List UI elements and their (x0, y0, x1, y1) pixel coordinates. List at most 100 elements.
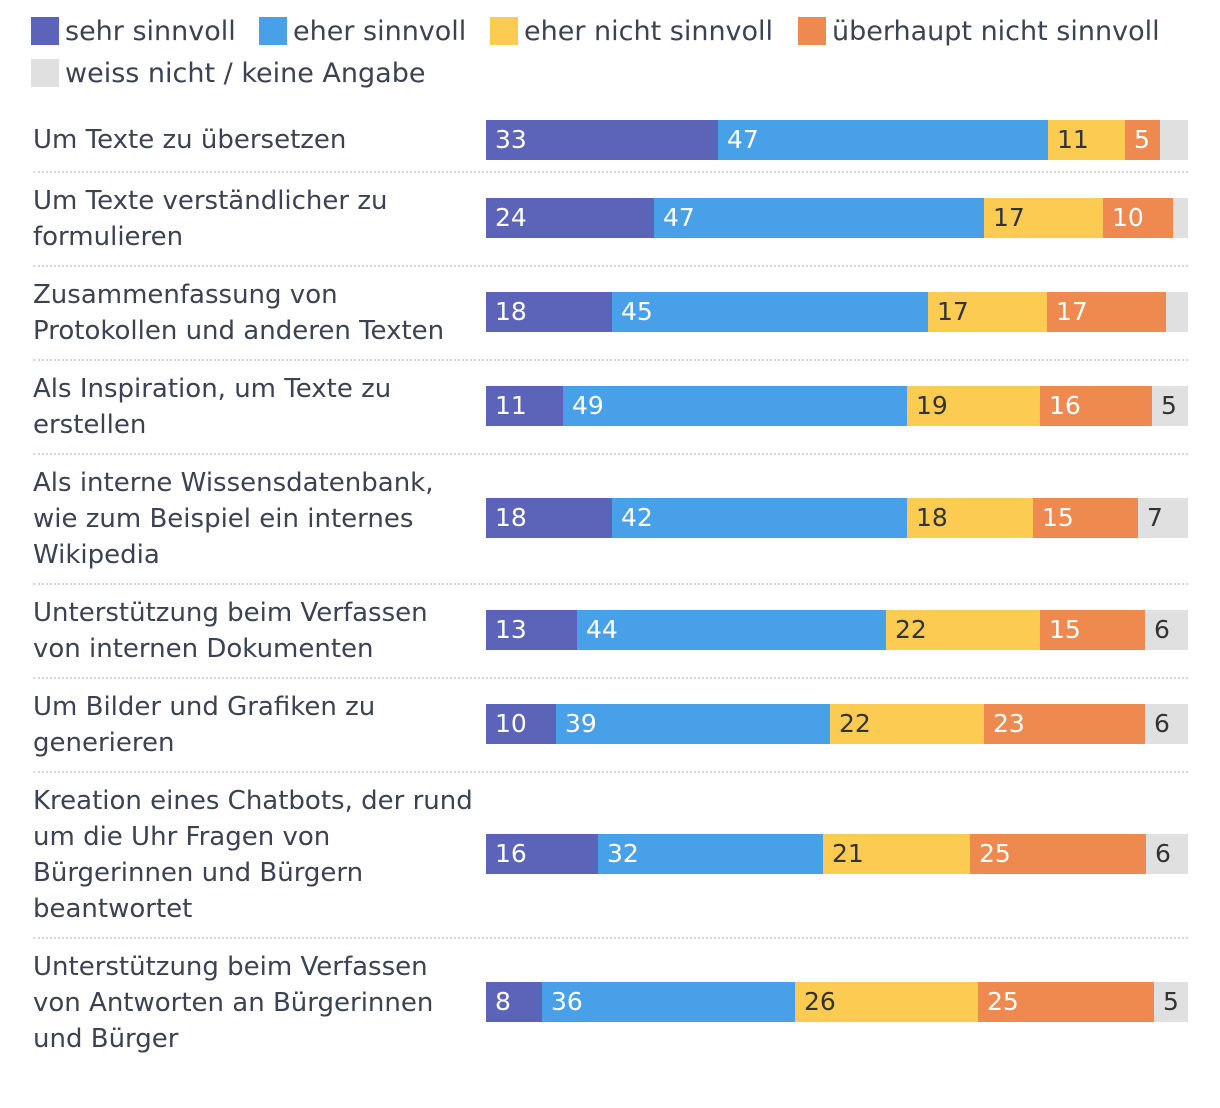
data-label: 17 (937, 297, 969, 326)
stacked-bar: 8 36 26 25 5 (486, 982, 1188, 1022)
data-label: 22 (839, 709, 871, 738)
data-label: 49 (572, 391, 604, 420)
data-label: 13 (495, 615, 527, 644)
data-label: 10 (495, 709, 527, 738)
row-divider (33, 771, 1188, 773)
data-label: 18 (495, 503, 527, 532)
data-label: 36 (551, 987, 583, 1016)
bar-segment: 5 (1154, 982, 1188, 1022)
bar-segment (1166, 292, 1188, 332)
data-label: 10 (1112, 203, 1144, 232)
bar-segment: 47 (718, 120, 1048, 160)
bar-segment: 18 (907, 498, 1033, 538)
data-label: 42 (621, 503, 653, 532)
data-label: 11 (1057, 125, 1089, 154)
legend-swatch (798, 17, 826, 45)
legend-swatch (31, 17, 59, 45)
stacked-bar: 18 45 17 17 (486, 292, 1188, 332)
bar-segment (1160, 120, 1188, 160)
data-label: 15 (1042, 503, 1074, 532)
data-label: 19 (916, 391, 948, 420)
bar-segment: 17 (928, 292, 1047, 332)
bar-segment: 49 (563, 386, 907, 426)
legend-item: eher nicht sinnvoll (490, 12, 773, 50)
bar-segment: 23 (984, 704, 1145, 744)
bar-segment: 8 (486, 982, 542, 1022)
legend-label: eher sinnvoll (293, 15, 467, 47)
data-label: 5 (1161, 391, 1177, 420)
bar-segment: 22 (886, 610, 1040, 650)
stacked-bar: 18 42 18 15 7 (486, 498, 1188, 538)
legend-item: weiss nicht / keine Angabe (31, 54, 425, 92)
data-label: 6 (1154, 615, 1170, 644)
bar-segment: 19 (907, 386, 1040, 426)
bar-segment: 16 (1040, 386, 1152, 426)
bar-segment: 39 (556, 704, 830, 744)
bar-segment: 36 (542, 982, 795, 1022)
data-label: 6 (1154, 709, 1170, 738)
bar-segment: 15 (1040, 610, 1145, 650)
legend-swatch (490, 17, 518, 45)
bar-segment (1173, 198, 1188, 238)
bar-segment: 16 (486, 834, 598, 874)
legend-label: sehr sinnvoll (65, 15, 236, 47)
bar-segment: 32 (598, 834, 823, 874)
stacked-bar: 33 47 11 5 (486, 120, 1188, 160)
row-divider (33, 677, 1188, 679)
data-label: 11 (495, 391, 527, 420)
data-label: 7 (1147, 503, 1163, 532)
bar-segment: 11 (1048, 120, 1125, 160)
legend-item: sehr sinnvoll (31, 12, 236, 50)
legend-swatch (31, 59, 59, 87)
row-divider (33, 265, 1188, 267)
data-label: 25 (979, 839, 1011, 868)
data-label: 17 (993, 203, 1025, 232)
bar-segment: 10 (1103, 198, 1173, 238)
data-label: 47 (727, 125, 759, 154)
legend-label: eher nicht sinnvoll (524, 15, 774, 47)
bar-segment: 17 (1047, 292, 1166, 332)
data-label: 16 (1049, 391, 1081, 420)
category-label: Um Texte verständlicher zu formulieren (33, 186, 388, 252)
data-label: 18 (916, 503, 948, 532)
row-divider (33, 171, 1188, 173)
data-label: 22 (895, 615, 927, 644)
data-label: 17 (1056, 297, 1088, 326)
category-label: Zusammenfassung von Protokollen und ande… (33, 280, 445, 346)
bar-segment: 33 (486, 120, 718, 160)
data-label: 24 (495, 203, 527, 232)
category-label: Als interne Wissensdatenbank, wie zum Be… (33, 468, 434, 570)
bar-segment: 5 (1125, 120, 1160, 160)
legend-swatch (259, 17, 287, 45)
legend-item: überhaupt nicht sinnvoll (798, 12, 1160, 50)
data-label: 25 (987, 987, 1019, 1016)
bar-segment: 44 (577, 610, 886, 650)
data-label: 39 (565, 709, 597, 738)
stacked-bar: 24 47 17 10 (486, 198, 1188, 238)
data-label: 45 (621, 297, 653, 326)
data-label: 8 (495, 987, 511, 1016)
bar-segment: 25 (970, 834, 1146, 874)
row-divider (33, 359, 1188, 361)
stacked-bar: 11 49 19 16 5 (486, 386, 1188, 426)
bar-segment: 6 (1145, 610, 1188, 650)
category-label: Kreation eines Chatbots, der rund um die… (33, 786, 473, 924)
bar-segment: 7 (1138, 498, 1188, 538)
bar-segment: 22 (830, 704, 984, 744)
data-label: 32 (607, 839, 639, 868)
bar-segment: 10 (486, 704, 556, 744)
data-label: 5 (1134, 125, 1150, 154)
legend-label: überhaupt nicht sinnvoll (832, 15, 1160, 47)
stacked-bar: 10 39 22 23 6 (486, 704, 1188, 744)
legend-label: weiss nicht / keine Angabe (65, 57, 426, 89)
data-label: 47 (663, 203, 695, 232)
bar-segment: 25 (978, 982, 1154, 1022)
bar-segment: 11 (486, 386, 563, 426)
stacked-bar: 13 44 22 15 6 (486, 610, 1188, 650)
bar-segment: 18 (486, 292, 612, 332)
data-label: 26 (804, 987, 836, 1016)
bar-segment: 18 (486, 498, 612, 538)
bar-segment: 47 (654, 198, 984, 238)
category-label: Unterstützung beim Verfassen von interne… (33, 598, 428, 664)
bar-segment: 45 (612, 292, 928, 332)
